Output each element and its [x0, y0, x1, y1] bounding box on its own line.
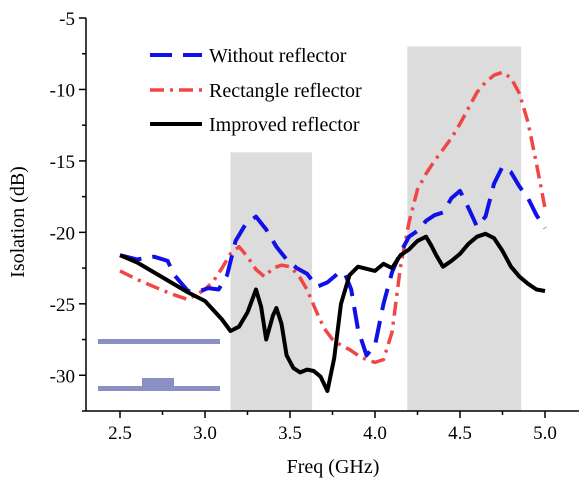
legend-label-2: Rectangle reflector — [209, 80, 362, 102]
x-tick-label: 2.5 — [108, 423, 132, 444]
shaded-bands — [230, 46, 522, 412]
shaded-band-1 — [230, 152, 313, 412]
y-tick-label: -20 — [50, 223, 75, 244]
inset-patch — [142, 378, 174, 386]
x-tick-label: 4.5 — [448, 423, 472, 444]
y-axis-label: Isolation (dB) — [7, 166, 29, 278]
y-tick-label: -10 — [50, 80, 75, 101]
legend: Without reflector Rectangle reflector Impr… — [150, 45, 362, 136]
x-tick-label: 4.0 — [363, 423, 387, 444]
shaded-band-2 — [407, 46, 522, 411]
inset-plate-bottom — [98, 386, 220, 391]
legend-label-3: Improved reflector — [209, 114, 360, 136]
y-tick-label: -5 — [59, 9, 75, 30]
y-tick-label: -30 — [50, 366, 75, 387]
x-tick-label: 3.0 — [193, 423, 217, 444]
y-ticks: -5 -10 -15 -20 -25 -30 — [50, 9, 86, 412]
x-axis-label: Freq (GHz) — [287, 456, 380, 478]
x-tick-label: 3.5 — [278, 423, 302, 444]
series-line-rectangle-reflector — [119, 70, 547, 365]
antenna-inset — [98, 339, 220, 391]
series-line-without-reflector — [119, 164, 547, 358]
series-line-improved-reflector — [119, 231, 546, 393]
inset-plate-top — [98, 339, 220, 344]
y-tick-label: -25 — [50, 295, 75, 316]
series-group — [119, 70, 547, 393]
x-ticks: 2.5 3.0 3.5 4.0 4.5 5.0 — [108, 411, 557, 444]
y-tick-label: -15 — [50, 152, 75, 173]
x-tick-label: 5.0 — [533, 423, 557, 444]
legend-label-1: Without reflector — [209, 45, 347, 67]
